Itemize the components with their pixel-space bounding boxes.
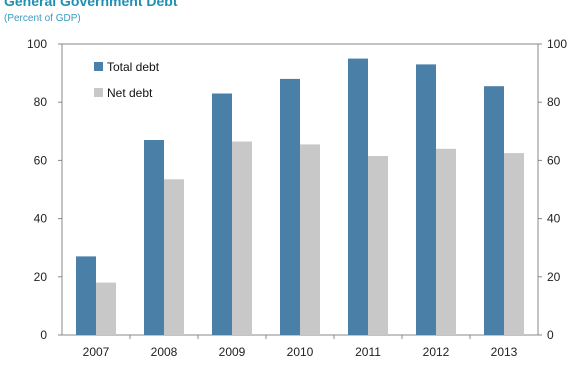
x-tick-label-2010: 2010 — [287, 345, 314, 359]
y-tick-label-right: 60 — [547, 153, 561, 167]
y-tick-label-left: 80 — [34, 95, 48, 109]
chart-subtitle: (Percent of GDP) — [4, 13, 81, 24]
chart-title: General Government Debt — [4, 0, 178, 9]
x-tick-label-2013: 2013 — [491, 345, 518, 359]
y-tick-label-left: 100 — [27, 37, 47, 51]
bar-total-debt-2009 — [212, 93, 232, 335]
y-tick-label-left: 0 — [40, 328, 47, 342]
x-tick-label-2012: 2012 — [423, 345, 450, 359]
bar-net-debt-2012 — [436, 148, 456, 335]
y-tick-label-right: 20 — [547, 270, 561, 284]
y-tick-label-left: 60 — [34, 153, 48, 167]
x-tick-label-2007: 2007 — [83, 345, 110, 359]
x-tick-label-2011: 2011 — [355, 345, 381, 359]
legend-label-total-debt: Total debt — [107, 60, 160, 74]
y-tick-label-right: 80 — [547, 95, 561, 109]
bar-total-debt-2010 — [280, 78, 300, 336]
y-tick-label-right: 100 — [547, 37, 567, 51]
bar-total-debt-2007 — [76, 256, 96, 335]
y-tick-label-left: 40 — [34, 212, 48, 226]
bar-net-debt-2007 — [96, 282, 116, 335]
bar-net-debt-2013 — [504, 153, 524, 335]
y-tick-label-left: 20 — [34, 270, 48, 284]
y-tick-label-right: 40 — [547, 212, 561, 226]
y-tick-label-right: 0 — [547, 328, 554, 342]
legend-swatch-net-debt — [94, 88, 103, 97]
legend-swatch-total-debt — [94, 62, 103, 71]
bar-net-debt-2009 — [232, 141, 252, 335]
bar-total-debt-2008 — [144, 140, 164, 335]
bar-total-debt-2011 — [348, 58, 368, 335]
bar-total-debt-2013 — [484, 86, 504, 335]
bar-net-debt-2011 — [368, 156, 388, 335]
legend-label-net-debt: Net debt — [107, 86, 153, 100]
x-tick-label-2008: 2008 — [151, 345, 178, 359]
bar-net-debt-2008 — [164, 179, 184, 335]
x-tick-label-2009: 2009 — [219, 345, 246, 359]
bar-net-debt-2010 — [300, 144, 320, 335]
bar-total-debt-2012 — [416, 64, 436, 336]
